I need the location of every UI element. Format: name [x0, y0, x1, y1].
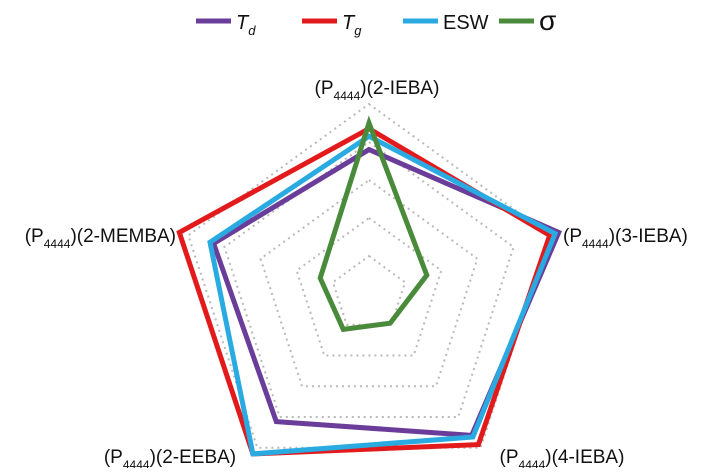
legend-label: ESW — [443, 12, 489, 34]
grid-ring — [223, 140, 515, 418]
legend-label: Tg — [342, 12, 362, 38]
grid-ring — [295, 216, 443, 357]
grid-ring — [331, 254, 407, 326]
series-polygon-3 — [317, 115, 430, 333]
axis-label: (P4444)(2-EEBA) — [104, 447, 236, 468]
legend: Td Tg ESW σ — [196, 5, 556, 38]
grid-ring — [259, 178, 479, 388]
legend-label: Td — [236, 12, 256, 38]
axis-label: (P4444)(2-MEMBA) — [25, 226, 176, 251]
series-polygon-1 — [176, 125, 553, 457]
legend-label: σ — [539, 5, 556, 36]
axis-label: (P4444)(2-IEBA) — [315, 78, 440, 103]
series-polygon-2 — [207, 133, 559, 457]
axis-label: (P4444)(4-IEBA) — [500, 447, 625, 468]
series-polygon-0 — [210, 146, 562, 439]
axis-label: (P4444)(3-IEBA) — [563, 226, 688, 251]
